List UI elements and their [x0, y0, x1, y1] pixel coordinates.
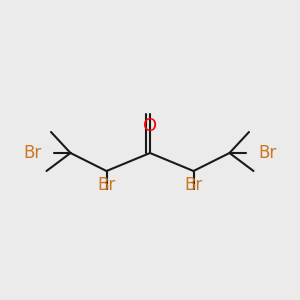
Text: O: O: [143, 117, 157, 135]
Text: Br: Br: [184, 176, 202, 194]
Text: Br: Br: [98, 176, 116, 194]
Text: Br: Br: [258, 144, 276, 162]
Text: Br: Br: [24, 144, 42, 162]
